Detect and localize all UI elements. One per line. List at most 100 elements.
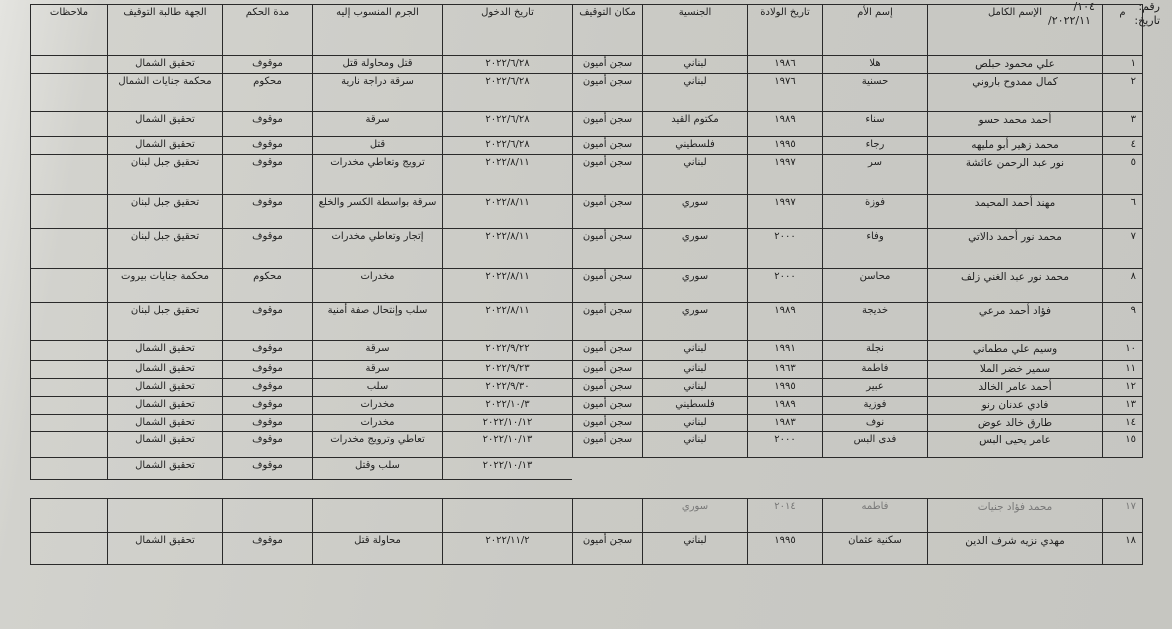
- cell-entry-date: ٢٠٢٢/١٠/٣: [442, 396, 573, 415]
- cell-birth-date: ١٩٩١: [747, 340, 823, 361]
- cell-requesting-authority: [107, 498, 223, 533]
- cell-detention-place: سجن أميون: [572, 360, 643, 379]
- cell-birth-date: ٢٠٠٠: [747, 431, 823, 458]
- cell-requesting-authority: تحقيق الشمال: [107, 55, 223, 74]
- table-row: ١٥ عامر يحيى البس فدى البس ٢٠٠٠ لبناني سجن أم…: [30, 431, 1143, 458]
- cell-number: ١٠: [1102, 340, 1143, 361]
- cell-requesting-authority: تحقيق جبل لبنان: [107, 302, 223, 341]
- cell-entry-date: ٢٠٢٢/٦/٢٨: [442, 55, 573, 74]
- cell-full-name: مهدي نزيه شرف الدين: [927, 532, 1103, 565]
- cell-requesting-authority: تحقيق الشمال: [107, 414, 223, 432]
- cell-birth-date: ١٩٨٣: [747, 414, 823, 432]
- cell-birth-date: ١٩٩٥: [747, 136, 823, 155]
- cell-mother-name: فاطمه: [822, 498, 928, 533]
- cell-birth-date: ١٩٩٧: [747, 154, 823, 195]
- cell-number: ٨: [1102, 268, 1143, 303]
- cell-number: ١٨: [1102, 532, 1143, 565]
- cell-detention-place: سجن أميون: [572, 378, 643, 397]
- cell-charge: مخدرات: [312, 396, 443, 415]
- cell-sentence: موقوف: [222, 136, 313, 155]
- cell-mother-name: رجاء: [822, 136, 928, 155]
- cell-nationality: فلسطيني: [642, 136, 748, 155]
- table-row: ١٣ فادي عدنان رنو فوزية ١٩٨٩ فلسطيني سجن أميو…: [30, 396, 1143, 415]
- cell-sentence: موقوف: [222, 396, 313, 415]
- cell-detention-place: سجن أميون: [572, 431, 643, 458]
- cell-full-name: أحمد محمد حسو: [927, 111, 1103, 137]
- header-entry-date: تاريخ الدخول: [442, 4, 573, 56]
- table-row: ١٤ طارق خالد عوض نوف ١٩٨٣ لبناني سجن أميون ٢٠٢…: [30, 414, 1143, 432]
- cell-detention-place: سجن أميون: [572, 73, 643, 112]
- cell-nationality: سوري: [642, 228, 748, 269]
- header-requesting-authority: الجهة طالبة التوقيف: [107, 4, 223, 56]
- cell-detention-place: سجن أميون: [572, 414, 643, 432]
- cell-notes: [30, 360, 108, 379]
- cell-nationality: سوري: [642, 268, 748, 303]
- table-row: ١٨ مهدي نزيه شرف الدين سكنية عثمان ١٩٩٥ لبنا…: [30, 532, 1143, 565]
- cell-sentence: موقوف: [222, 378, 313, 397]
- cell-number: ١١: [1102, 360, 1143, 379]
- cell-sentence: موقوف: [222, 431, 313, 458]
- header-charge: الجرم المنسوب إليه: [312, 4, 443, 56]
- cell-number: [1103, 458, 1143, 480]
- cell-nationality: لبناني: [642, 55, 748, 74]
- cell-full-name: محمد نور عبد الغني زلف: [927, 268, 1103, 303]
- table-row: ٣ أحمد محمد حسو سناء ١٩٨٩ مكتوم القيد سجن أمي…: [30, 111, 1143, 137]
- header-birth-date: تاريخ الولادة: [747, 4, 823, 56]
- cell-full-name: علي محمود حبلص: [927, 55, 1103, 74]
- cell-detention-place: سجن أميون: [572, 55, 643, 74]
- header-mother-name: إسم الأم: [822, 4, 928, 56]
- cell-detention-place: سجن أميون: [572, 136, 643, 155]
- cell-detention-place: سجن أميون: [572, 194, 643, 229]
- cell-notes: [30, 228, 108, 269]
- header-notes: ملاحظات: [30, 4, 108, 56]
- cell-number: ١٥: [1102, 431, 1143, 458]
- cell-mother-name: فدى البس: [822, 431, 928, 458]
- cell-sentence: موقوف: [222, 414, 313, 432]
- cell-number: ٣: [1102, 111, 1143, 137]
- cell-detention-place: سجن أميون: [572, 396, 643, 415]
- cell-mother-name: فاطمة: [822, 360, 928, 379]
- table-row: ١٧ محمد فؤاد جنيات فاطمه ٢٠١٤ سوري: [30, 498, 1143, 533]
- cell-entry-date: ٢٠٢٢/٩/٢٢: [442, 340, 573, 361]
- cell-sentence: موقوف: [222, 194, 313, 229]
- cell-requesting-authority: تحقيق الشمال: [107, 111, 223, 137]
- cell-entry-date: ٢٠٢٢/٨/١١: [442, 154, 573, 195]
- cell-number: ٢: [1102, 73, 1143, 112]
- cell-mother-name: عبير: [822, 378, 928, 397]
- cell-notes: [30, 111, 108, 137]
- cell-sentence: موقوف: [222, 457, 313, 480]
- table-header-row: م الإسم الكامل إسم الأم تاريخ الولادة الجنسي…: [30, 4, 1143, 56]
- cell-full-name: كمال ممدوح باروني: [927, 73, 1103, 112]
- cell-requesting-authority: تحقيق الشمال: [107, 457, 223, 480]
- cell-full-name: [928, 458, 1103, 480]
- cell-birth-date: ١٩٨٩: [747, 111, 823, 137]
- cell-entry-date: ٢٠٢٢/١١/٢: [442, 532, 573, 565]
- cell-sentence: موقوف: [222, 228, 313, 269]
- cell-charge: مخدرات: [312, 268, 443, 303]
- header-detention-place: مكان التوقيف: [572, 4, 643, 56]
- cell-nationality: سوري: [642, 194, 748, 229]
- cell-mother-name: نجلة: [822, 340, 928, 361]
- cell-full-name: أحمد عامر الخالد: [927, 378, 1103, 397]
- cell-nationality: لبناني: [642, 378, 748, 397]
- cell-sentence: موقوف: [222, 532, 313, 565]
- cell-charge: سرقة بواسطة الكسر والخلع: [312, 194, 443, 229]
- cell-entry-date: [442, 498, 573, 533]
- cell-notes: [30, 73, 108, 112]
- cell-mother-name: سر: [822, 154, 928, 195]
- cell-nationality: لبناني: [642, 431, 748, 458]
- cell-entry-date: ٢٠٢٢/١٠/١٢: [442, 414, 573, 432]
- cell-birth-date: ٢٠٠٠: [747, 268, 823, 303]
- cell-nationality: لبناني: [642, 154, 748, 195]
- cell-charge: قتل ومحاولة قتل: [312, 55, 443, 74]
- cell-birth-date: ١٩٩٥: [747, 378, 823, 397]
- cell-notes: [30, 55, 108, 74]
- cell-charge: سرقة: [312, 340, 443, 361]
- table-row: ٨ محمد نور عبد الغني زلف محاسن ٢٠٠٠ سوري سجن …: [30, 268, 1143, 303]
- cell-mother-name: وفاء: [822, 228, 928, 269]
- detainees-table: م الإسم الكامل إسم الأم تاريخ الولادة الجنسي…: [30, 4, 1143, 565]
- cell-charge: إتجار وتعاطي مخدرات: [312, 228, 443, 269]
- header-number: م: [1102, 4, 1143, 56]
- cell-entry-date: ٢٠٢٢/١٠/١٣: [442, 457, 573, 480]
- cell-notes: [30, 457, 108, 480]
